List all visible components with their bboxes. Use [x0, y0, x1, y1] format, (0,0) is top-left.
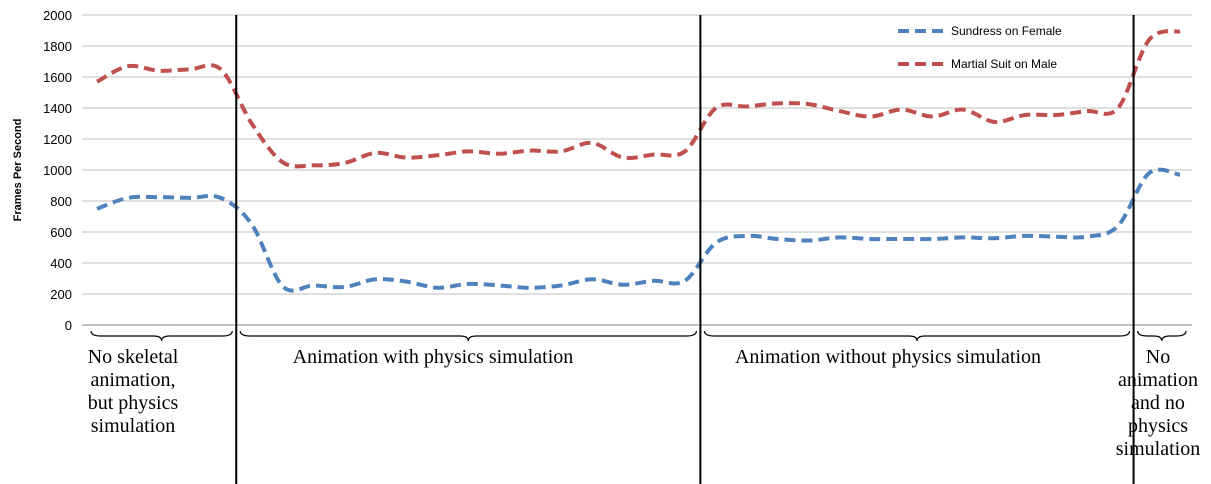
phase-label-animation-with-physics: Animation with physics simulation: [200, 346, 666, 369]
phase-label-animation-without-physics: Animation without physics simulation: [672, 346, 1104, 369]
phase-label-line: but physics: [87, 392, 179, 414]
phase-brace: [90, 330, 233, 342]
phase-label-line: simulation: [1115, 438, 1201, 460]
phase-label-line: simulation: [90, 415, 176, 437]
legend-label: Sundress on Female: [951, 24, 1062, 38]
legend-label: Martial Suit on Male: [951, 57, 1057, 71]
phase-brace: [703, 330, 1131, 342]
phase-braces: [90, 330, 1187, 342]
y-tick-label: 2000: [43, 8, 72, 23]
y-tick-label: 800: [50, 194, 72, 209]
phase-label-line: animation: [1118, 369, 1198, 391]
y-tick-label: 1000: [43, 163, 72, 178]
phase-dividers: [235, 15, 1135, 484]
phase-label-no-animation-physics: No skeletal animation, but physics simul…: [70, 346, 196, 438]
phase-label-line: Animation without physics simulation: [734, 346, 1042, 368]
series-line: [96, 167, 1181, 293]
y-axis-ticks: 0 200 400 600 800 1000 1200 1400 1600 1800 2000: [43, 8, 72, 333]
y-tick-label: 1800: [43, 39, 72, 54]
phase-label-line: and no: [1131, 392, 1185, 414]
phase-label-line: physics: [1128, 415, 1188, 437]
y-axis-label: Frames Per Second: [12, 119, 24, 222]
y-tick-label: 1200: [43, 132, 72, 147]
phase-brace: [1136, 330, 1187, 342]
phase-label-line: Animation with physics simulation: [292, 346, 574, 368]
phase-label-line: No skeletal: [87, 346, 179, 368]
legend: Sundress on Female Martial Suit on Male: [898, 24, 1062, 71]
gridlines: [82, 14, 1192, 326]
phase-brace: [239, 330, 697, 342]
phase-label-line: animation,: [90, 369, 176, 391]
y-tick-label: 200: [50, 287, 72, 302]
series-lines: [96, 29, 1181, 293]
y-tick-label: 1600: [43, 70, 72, 85]
phase-label-line: No: [1145, 346, 1171, 368]
series-line: [96, 29, 1181, 169]
y-tick-label: 1400: [43, 101, 72, 116]
y-tick-label: 400: [50, 256, 72, 271]
y-tick-label: 0: [65, 318, 72, 333]
y-tick-label: 600: [50, 225, 72, 240]
phase-label-no-animation-no-physics: No animation and no physics simulation: [1106, 346, 1210, 461]
